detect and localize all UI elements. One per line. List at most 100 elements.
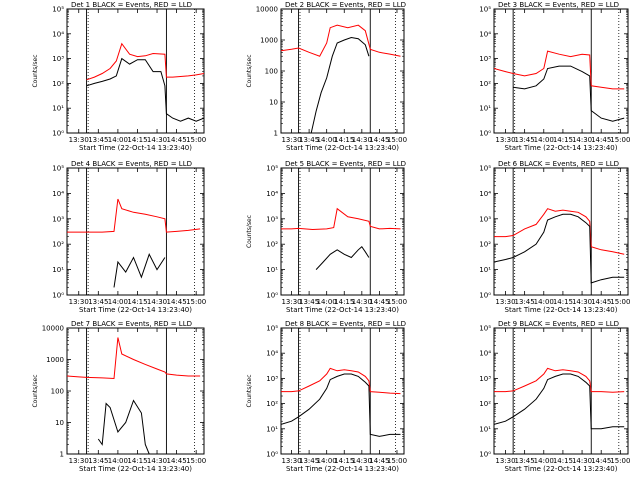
y-tick-label: 100 <box>51 388 64 396</box>
chart-panel-6: Det 6 BLACK = Events, RED = LLD 10⁰ 10¹ 10²… <box>479 160 630 314</box>
y-tick-label: 10³ <box>52 55 64 63</box>
x-tick-label: 14:15 <box>553 457 573 465</box>
series-line-events <box>281 373 401 437</box>
series-line-lld <box>67 337 201 380</box>
x-axis-label: Start Time (22-Oct-14 13:23:40) <box>286 465 399 473</box>
x-tick-label: 13:45 <box>88 298 108 306</box>
y-axis-label: Counts/sec <box>246 215 253 248</box>
x-tick-label: 14:15 <box>127 457 147 465</box>
x-tick-label: 13:30 <box>281 457 301 465</box>
y-tick-label: 10000 <box>256 6 278 14</box>
series-line-events <box>494 373 625 430</box>
x-tick-label: 14:15 <box>127 298 147 306</box>
x-tick-label: 14:30 <box>352 298 372 306</box>
plot-frame <box>493 167 629 296</box>
y-tick-label: 10⁴ <box>479 30 491 38</box>
y-tick-label: 10² <box>266 241 278 249</box>
plot-frame <box>66 8 205 134</box>
y-tick-label: 1 <box>60 451 64 459</box>
y-tick-label: 10⁰ <box>479 451 491 459</box>
series-line-events <box>494 213 625 284</box>
plot-frame <box>66 167 205 296</box>
chart-panel-3: Det 3 BLACK = Events, RED = LLD 10⁰ 10¹ 10²… <box>479 1 630 152</box>
x-tick-label: 13:45 <box>299 457 319 465</box>
y-axis-label: Counts/sec <box>246 54 253 87</box>
x-tick-label: 14:30 <box>572 298 592 306</box>
x-tick-label: 14:00 <box>534 136 554 144</box>
chart-panel-7: Det 7 BLACK = Events, RED = LLD Counts/se… <box>32 320 206 473</box>
chart-panel-4: Det 4 BLACK = Events, RED = LLD 10⁰ 10¹ 10²… <box>52 160 206 314</box>
y-tick-label: 10⁵ <box>266 325 278 333</box>
x-tick-label: 14:45 <box>591 457 611 465</box>
chart-panel-1: Det 1 BLACK = Events, RED = LLD Counts/se… <box>32 1 206 152</box>
x-tick-label: 15:00 <box>387 136 407 144</box>
series-line-lld <box>494 208 625 255</box>
x-tick-label: 13:45 <box>515 457 535 465</box>
chart-panel-5: Det 5 BLACK = Events, RED = LLD Counts/se… <box>246 160 407 314</box>
x-tick-label: 14:15 <box>127 136 147 144</box>
x-tick-label: 14:00 <box>317 136 337 144</box>
x-tick-label: 14:00 <box>108 457 128 465</box>
x-tick-label: 15:00 <box>610 298 630 306</box>
y-tick-label: 10⁰ <box>52 130 64 138</box>
x-tick-label: 13:30 <box>69 298 89 306</box>
y-tick-label: 10³ <box>479 215 491 223</box>
chart-title: Det 8 BLACK = Events, RED = LLD <box>285 320 406 328</box>
x-tick-label: 14:00 <box>534 298 554 306</box>
chart-title: Det 2 BLACK = Events, RED = LLD <box>285 1 406 9</box>
series-line-lld <box>86 42 204 81</box>
x-tick-label: 14:45 <box>167 457 187 465</box>
x-tick-label: 13:45 <box>299 298 319 306</box>
y-tick-label: 10¹ <box>266 266 278 274</box>
y-tick-label: 10⁴ <box>266 190 278 198</box>
y-tick-label: 10¹ <box>52 105 64 113</box>
x-tick-label: 14:15 <box>334 457 354 465</box>
y-tick-label: 10 <box>55 419 64 427</box>
y-axis-label: Counts/sec <box>32 54 39 87</box>
x-axis-label: Start Time (22-Oct-14 13:23:40) <box>79 144 192 152</box>
y-tick-label: 10⁴ <box>479 190 491 198</box>
chart-title: Det 5 BLACK = Events, RED = LLD <box>285 160 406 168</box>
series-line-lld <box>494 367 625 393</box>
plot-frame <box>280 327 405 455</box>
series-line-lld <box>281 24 401 57</box>
y-tick-label: 10³ <box>479 375 491 383</box>
chart-title: Det 6 BLACK = Events, RED = LLD <box>498 160 619 168</box>
plot-frame <box>66 327 205 455</box>
chart-title: Det 3 BLACK = Events, RED = LLD <box>498 1 619 9</box>
x-tick-label: 13:30 <box>69 136 89 144</box>
x-tick-label: 14:45 <box>369 457 389 465</box>
x-tick-label: 14:30 <box>147 136 167 144</box>
series-line-events <box>113 253 166 288</box>
x-tick-label: 15:00 <box>186 457 206 465</box>
y-tick-label: 10² <box>479 241 491 249</box>
x-tick-label: 13:30 <box>281 136 301 144</box>
y-tick-label: 10⁰ <box>266 292 278 300</box>
y-tick-label: 10⁵ <box>52 165 64 173</box>
x-tick-label: 14:45 <box>369 136 389 144</box>
y-tick-label: 10⁵ <box>479 165 491 173</box>
x-tick-label: 14:00 <box>108 136 128 144</box>
series-line-events <box>513 65 625 122</box>
y-tick-label: 10¹ <box>52 266 64 274</box>
y-tick-label: 10⁰ <box>479 292 491 300</box>
chart-title: Det 1 BLACK = Events, RED = LLD <box>71 1 192 9</box>
x-tick-label: 14:45 <box>591 136 611 144</box>
x-tick-label: 13:45 <box>515 136 535 144</box>
series-line-lld <box>67 198 201 233</box>
y-axis-label: Counts/sec <box>246 374 253 407</box>
y-tick-label: 10⁵ <box>266 165 278 173</box>
y-tick-label: 10⁴ <box>266 350 278 358</box>
x-tick-label: 13:30 <box>495 457 515 465</box>
y-tick-label: 10¹ <box>479 105 491 113</box>
x-tick-label: 14:00 <box>317 298 337 306</box>
chart-title: Det 4 BLACK = Events, RED = LLD <box>71 160 192 168</box>
y-tick-label: 10² <box>52 80 64 88</box>
x-axis-label: Start Time (22-Oct-14 13:23:40) <box>79 465 192 473</box>
x-tick-label: 14:00 <box>108 298 128 306</box>
x-tick-label: 14:30 <box>147 457 167 465</box>
x-tick-label: 14:15 <box>334 298 354 306</box>
chart-title: Det 9 BLACK = Events, RED = LLD <box>498 320 619 328</box>
x-tick-label: 15:00 <box>186 298 206 306</box>
y-tick-label: 10⁵ <box>479 325 491 333</box>
